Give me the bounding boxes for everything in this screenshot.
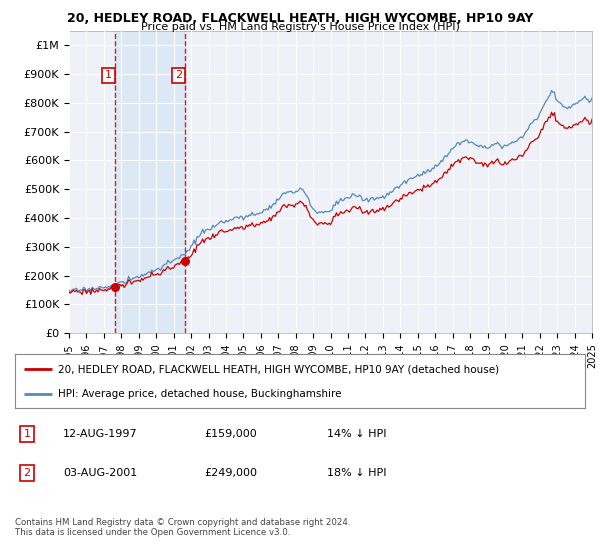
Text: 03-AUG-2001: 03-AUG-2001 bbox=[63, 468, 137, 478]
Text: HPI: Average price, detached house, Buckinghamshire: HPI: Average price, detached house, Buck… bbox=[58, 389, 341, 399]
Text: 1: 1 bbox=[23, 429, 31, 439]
Bar bbox=[115, 31, 185, 333]
Text: 14% ↓ HPI: 14% ↓ HPI bbox=[327, 429, 386, 439]
Text: 20, HEDLEY ROAD, FLACKWELL HEATH, HIGH WYCOMBE, HP10 9AY: 20, HEDLEY ROAD, FLACKWELL HEATH, HIGH W… bbox=[67, 12, 533, 25]
Text: Contains HM Land Registry data © Crown copyright and database right 2024.
This d: Contains HM Land Registry data © Crown c… bbox=[15, 518, 350, 538]
Text: 2: 2 bbox=[23, 468, 31, 478]
Text: 18% ↓ HPI: 18% ↓ HPI bbox=[327, 468, 386, 478]
Text: 20, HEDLEY ROAD, FLACKWELL HEATH, HIGH WYCOMBE, HP10 9AY (detached house): 20, HEDLEY ROAD, FLACKWELL HEATH, HIGH W… bbox=[58, 365, 499, 375]
Text: 2: 2 bbox=[175, 71, 182, 81]
Text: 1: 1 bbox=[105, 71, 112, 81]
Text: £249,000: £249,000 bbox=[204, 468, 257, 478]
Text: Price paid vs. HM Land Registry's House Price Index (HPI): Price paid vs. HM Land Registry's House … bbox=[140, 22, 460, 32]
Text: 12-AUG-1997: 12-AUG-1997 bbox=[63, 429, 137, 439]
Text: £159,000: £159,000 bbox=[204, 429, 257, 439]
